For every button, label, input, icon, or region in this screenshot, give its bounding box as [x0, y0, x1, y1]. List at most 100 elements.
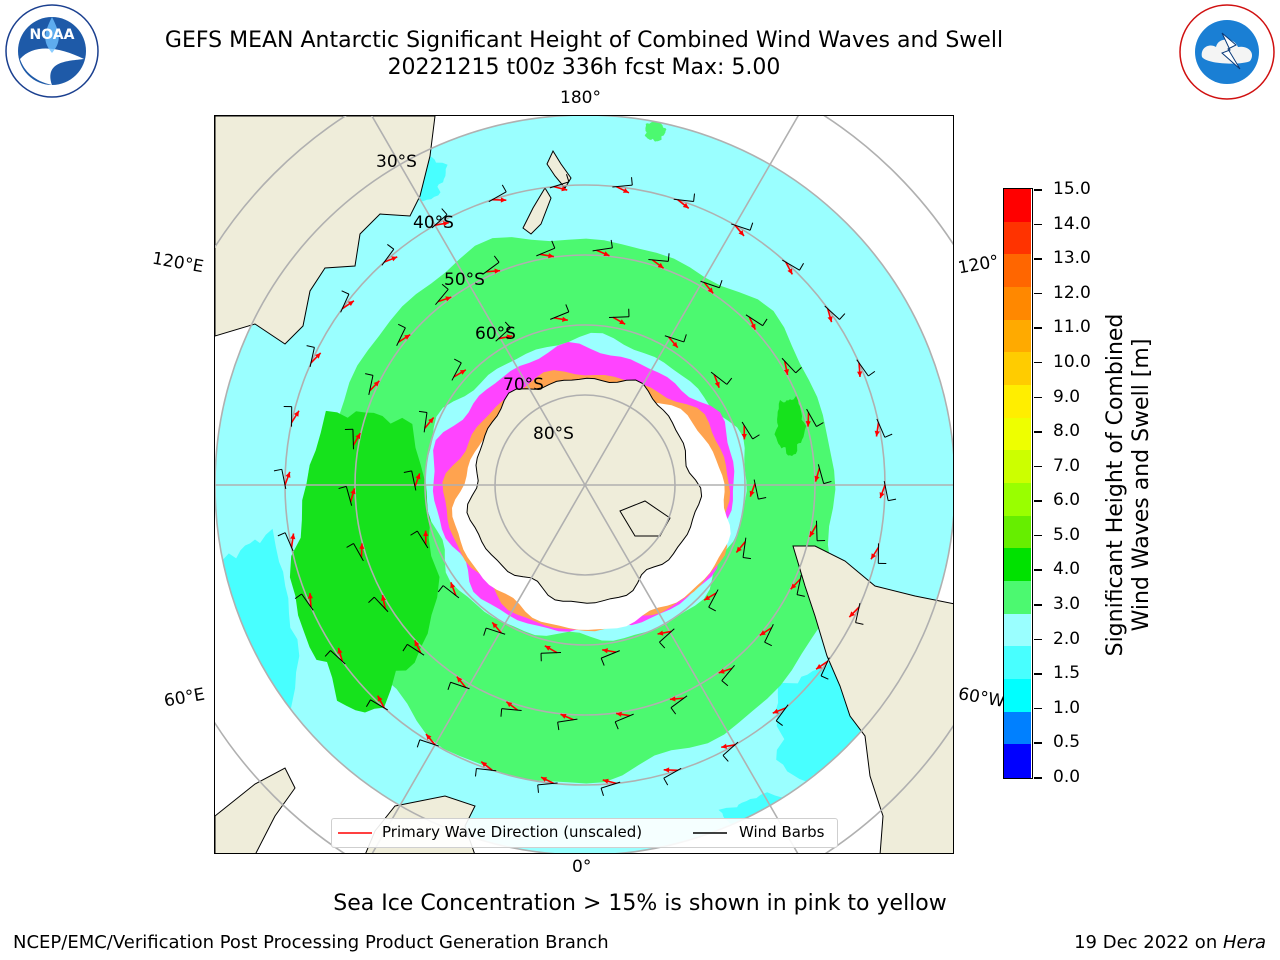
wind-barb [488, 191, 507, 203]
wind-barb-flag [816, 422, 824, 427]
wave-arrow-head [290, 533, 296, 540]
colorbar-tick-label: 10.0 [1053, 351, 1091, 372]
wind-barb-flag [795, 366, 802, 374]
wave-arrow-head [805, 421, 811, 427]
colorbar-tick-label: 3.0 [1053, 594, 1081, 615]
wind-barb-flag [501, 184, 507, 193]
wind-barb [601, 650, 620, 659]
wind-barb-flag [683, 334, 687, 343]
colorbar-segment [1004, 646, 1031, 680]
wave-arrow-head [307, 593, 313, 599]
wave-height-patch [644, 119, 667, 142]
wave-arrow-head [827, 316, 833, 323]
wind-barb-flag [418, 410, 428, 413]
wind-barb-flag [537, 784, 539, 793]
wave-arrow-head [736, 546, 742, 553]
colorbar-label-line2: Wind Waves and Swell [m] [1129, 338, 1154, 632]
footer-credit: NCEP/EMC/Verification Post Processing Pr… [13, 932, 609, 953]
wave-arrow-head [750, 323, 756, 330]
wind-barb [352, 429, 355, 450]
wind-barb [485, 627, 506, 635]
wind-barb [745, 314, 763, 327]
wave-arrow-head [663, 767, 670, 773]
colorbar-tick [1034, 569, 1042, 571]
wind-barb [614, 713, 634, 723]
wind-barb [381, 248, 395, 266]
wind-barb [435, 289, 449, 306]
lon-label-60e: 60°E [162, 684, 207, 712]
colorbar-tick-label: 7.0 [1053, 455, 1081, 476]
lon-label-60w: 60°W [956, 684, 1007, 712]
colorbar-segment [1004, 515, 1031, 549]
wind-barb [722, 741, 739, 756]
wind-barb [451, 362, 462, 381]
wave-arrow-head [603, 251, 610, 257]
wave-arrow-head [293, 410, 299, 417]
wave-height-band-peak [774, 395, 807, 456]
colorbar-tick [1034, 258, 1042, 260]
chart-title: GEFS MEAN Antarctic Significant Height o… [164, 28, 1004, 53]
wave-arrow-head [450, 582, 456, 589]
wave-arrow-head [459, 369, 466, 375]
wave-arrow-head [602, 778, 609, 784]
wave-arrow-head [874, 430, 880, 437]
wind-barb [824, 305, 840, 320]
wave-arrow-head [759, 630, 766, 636]
wave-arrow-head [787, 268, 793, 275]
wind-barb-flag [346, 543, 354, 548]
australia-landmass [215, 116, 436, 345]
wind-barb [330, 650, 346, 665]
wind-barb [549, 181, 570, 189]
wave-arrow-head [672, 341, 678, 348]
wind-barb-flag [752, 434, 760, 440]
wave-arrow-head [814, 475, 820, 482]
wind-barb [550, 311, 569, 320]
colorbar-tick [1034, 604, 1042, 606]
meridian-line [371, 116, 586, 486]
wind-barb [876, 418, 886, 438]
wave-arrow-head [772, 708, 779, 714]
wind-barb [345, 486, 353, 506]
wave-arrow-head [492, 622, 498, 629]
colorbar-tick [1034, 327, 1042, 329]
wave-arrow-head [506, 334, 513, 340]
wave-arrow-head [359, 543, 365, 549]
meridian-line [584, 116, 799, 486]
wave-arrow-head [738, 230, 744, 236]
wind-barb-flag [416, 739, 421, 748]
wind-barb-flag [718, 280, 723, 288]
wave-arrow-head [622, 188, 629, 193]
wind-barb [796, 575, 802, 595]
wind-barb-flag [338, 485, 347, 490]
wave-arrow-head [560, 713, 567, 719]
wind-barb [806, 408, 817, 427]
new-zealand-landmass [522, 149, 572, 235]
noaa-logo: NOAA [4, 3, 100, 99]
wind-barb [537, 782, 558, 786]
wind-barb-flag [403, 470, 412, 474]
wind-barb-flag [600, 788, 604, 796]
wind-barb-flag [566, 174, 570, 182]
wind-barb [501, 708, 522, 711]
colorbar-tick-label: 4.0 [1053, 559, 1081, 580]
wind-barb [284, 532, 294, 552]
wind-barb-flag [504, 321, 511, 329]
lon-label-0: 0° [572, 857, 592, 877]
wave-arrow-head [414, 640, 420, 647]
lon-label-180: 180° [560, 88, 601, 108]
wind-barb [659, 628, 675, 643]
colorbar-segment [1004, 450, 1031, 484]
wave-arrow-head [721, 743, 727, 749]
wind-barb [442, 585, 460, 599]
wind-barb [612, 184, 633, 188]
wind-barb [476, 767, 497, 772]
wave-arrow-head [562, 316, 568, 322]
wave-arrow-head [541, 777, 548, 782]
wind-barb [731, 223, 751, 231]
wave-arrow-head [871, 553, 877, 560]
wave-arrow-head [619, 319, 626, 325]
wind-barb [301, 593, 314, 611]
wave-direction-legend-swatch [338, 832, 372, 834]
wind-barb-flag [277, 532, 286, 537]
lat-label-60s: 60°S [475, 324, 516, 344]
